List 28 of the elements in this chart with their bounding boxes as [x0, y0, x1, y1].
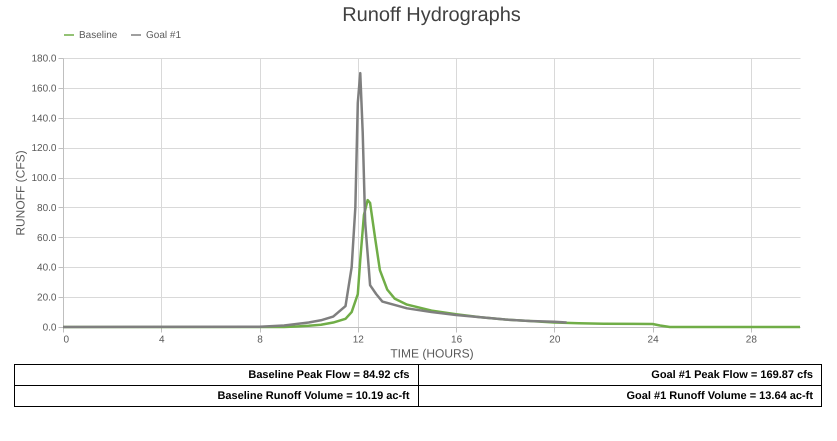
x-tick-label: 8 — [257, 334, 264, 346]
legend-label: Goal #1 — [146, 30, 182, 41]
text: Baseline Peak Flow = 84.92 cfs — [14, 364, 418, 386]
y-axis-title: RUNOFF (CFS) — [13, 150, 28, 236]
y-tick-label: 100.0 — [31, 173, 57, 184]
x-tick-label: 28 — [746, 334, 758, 346]
y-tick-label: 80.0 — [37, 202, 57, 214]
x-tick-label: 24 — [648, 334, 660, 346]
x-tick-label: 0 — [64, 334, 70, 346]
y-tick-label: 40.0 — [37, 262, 57, 274]
y-tick-label: 60.0 — [37, 232, 57, 244]
chart-title: Runoff Hydrographs — [342, 4, 521, 26]
x-axis-title: TIME (HOURS) — [390, 346, 474, 360]
line-series — [62, 72, 568, 328]
y-tick-label: 20.0 — [37, 292, 57, 304]
y-tick-label: 0.0 — [42, 322, 57, 334]
y-tick-label: 120.0 — [31, 143, 57, 154]
x-tick-label: 20 — [549, 334, 561, 346]
x-tick-label: 12 — [352, 334, 364, 346]
y-tick-label: 140.0 — [31, 113, 57, 124]
text: Goal #1 Peak Flow = 169.87 cfs — [418, 364, 822, 386]
x-tick-label: 4 — [158, 334, 165, 346]
text: Baseline Runoff Volume = 10.19 ac-ft — [14, 386, 418, 406]
legend-label: Baseline — [79, 30, 118, 41]
y-tick-label: 160.0 — [31, 83, 57, 94]
y-tick-label: 180.0 — [31, 54, 57, 64]
x-tick-label: 16 — [451, 334, 463, 346]
text: Goal #1 Runoff Volume = 13.64 ac-ft — [418, 386, 822, 406]
